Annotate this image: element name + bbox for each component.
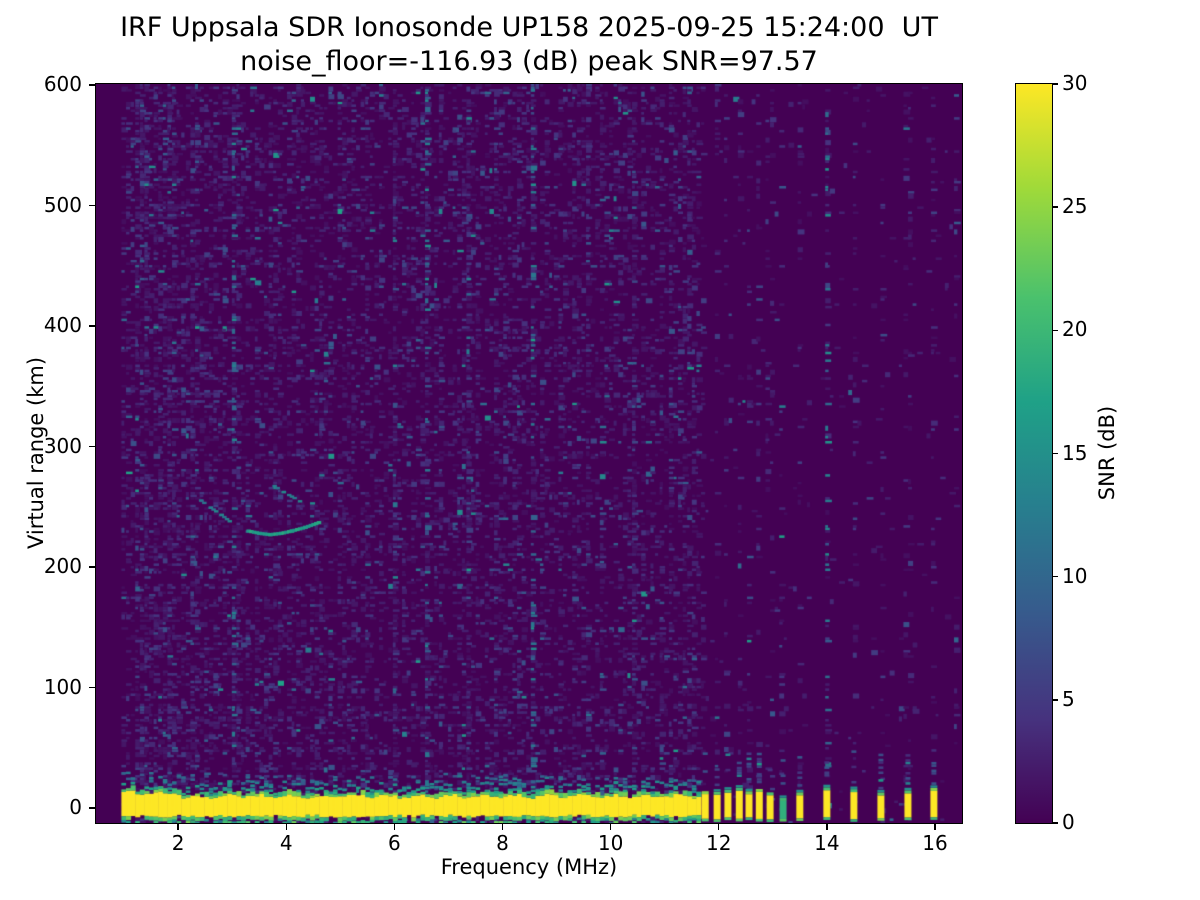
x-tick-mark [718,824,720,830]
colorbar-tick-mark [1052,83,1058,85]
colorbar-tick-label: 5 [1062,686,1075,711]
y-tick-mark [89,566,95,568]
colorbar-gradient [1016,84,1052,823]
colorbar-label: SNR (dB) [1095,405,1119,501]
x-tick-mark [501,824,504,830]
x-tick-label: 10 [597,831,624,855]
x-tick-label: 14 [814,831,840,855]
colorbar-tick-mark [1052,699,1058,701]
colorbar-tick-mark [1052,452,1058,455]
colorbar-tick-label: 25 [1062,194,1088,219]
colorbar-tick-label: 10 [1062,563,1088,588]
ionogram-heatmap [96,84,962,823]
figure-title: IRF Uppsala SDR Ionosonde UP158 2025-09-… [96,11,962,79]
x-tick-mark [609,824,612,830]
colorbar-tick-mark [1052,575,1058,578]
y-tick-mark [89,204,95,207]
y-tick-mark [89,84,95,86]
x-tick-label: 8 [496,831,509,855]
x-axis-label: Frequency (MHz) [440,855,618,879]
y-tick-label: 100 [43,674,82,699]
x-tick-label: 16 [922,831,948,855]
colorbar-tick-label: 15 [1062,440,1088,465]
y-tick-label: 600 [43,72,82,97]
title-line-1: IRF Uppsala SDR Ionosonde UP158 2025-09-… [120,12,938,43]
x-tick-label: 2 [171,831,185,855]
title-line-2: noise_floor=-116.93 (dB) peak SNR=97.57 [240,46,818,77]
y-tick-label: 0 [69,795,82,820]
x-tick-mark [934,824,936,830]
y-tick-mark [89,686,95,689]
plot-area [95,83,963,824]
y-tick-label: 500 [43,192,82,217]
x-tick-mark [393,824,396,830]
x-tick-label: 6 [388,831,401,855]
x-tick-mark [285,824,287,830]
x-tick-mark [177,824,179,830]
colorbar-tick-label: 0 [1062,810,1075,834]
colorbar [1015,83,1053,824]
x-tick-label: 12 [706,831,732,855]
colorbar-tick-mark [1052,822,1058,824]
colorbar-tick-label: 30 [1062,71,1088,95]
x-tick-label: 4 [279,831,293,855]
colorbar-tick-mark [1052,329,1058,332]
y-tick-mark [89,325,95,327]
y-tick-mark [89,445,95,448]
y-tick-label: 200 [43,554,82,579]
colorbar-tick-mark [1052,206,1058,208]
x-tick-mark [826,824,828,830]
colorbar-tick-label: 20 [1062,317,1088,342]
y-tick-mark [89,807,95,809]
y-tick-label: 300 [43,433,82,458]
y-tick-label: 400 [43,313,82,338]
